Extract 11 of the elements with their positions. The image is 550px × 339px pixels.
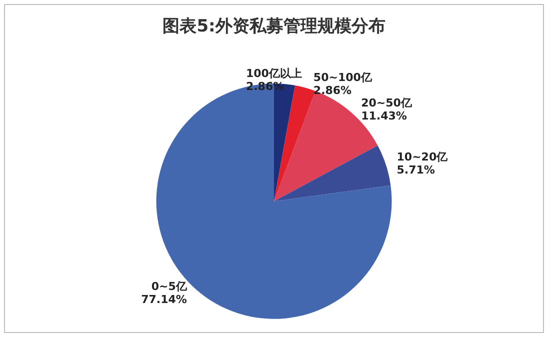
data-label: 2.86% [313,84,352,97]
data-label: 77.14% [141,292,187,306]
data-label: 2.86% [246,80,284,93]
slice-label: 10~20亿 [396,150,449,164]
slice-label: 50~100亿 [313,70,373,84]
data-label: 5.71% [396,164,435,177]
data-label: 11.43% [361,110,407,123]
slice-label: 20~50亿 [361,96,413,110]
chart-title: 图表5:外资私募管理规模分布 [162,16,386,36]
slice-label: 100亿以上 [246,66,302,80]
slice-label: 0~5亿 [151,280,188,293]
